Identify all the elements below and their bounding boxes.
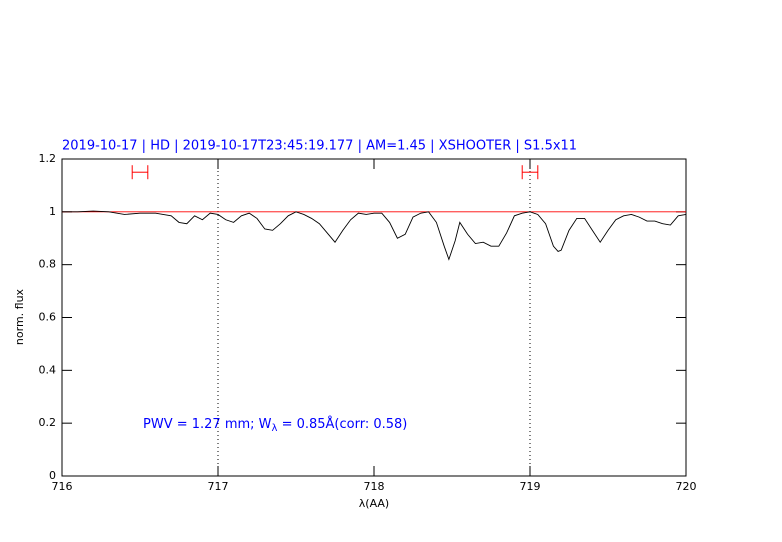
range-marker	[131, 165, 149, 180]
range-marker	[521, 165, 539, 180]
y-tick-label: 0.4	[39, 363, 57, 376]
y-tick-label: 1	[49, 205, 56, 218]
y-tick-label: 1.2	[39, 152, 57, 165]
spectrum-line	[62, 210, 687, 261]
y-tick-label: 0.6	[39, 311, 57, 324]
y-tick-label: 0.8	[39, 258, 57, 271]
annotation-part: λ	[272, 423, 278, 434]
x-tick-label: 719	[520, 480, 541, 493]
x-tick-label: 716	[52, 480, 73, 493]
annotation-part: = 0.85Å(corr: 0.58)	[277, 416, 407, 432]
annotation: PWV = 1.27 mm; Wλ = 0.85Å(corr: 0.58)	[143, 416, 407, 435]
x-tick-label: 718	[364, 480, 385, 493]
y-axis-label: norm. flux	[13, 288, 26, 345]
y-tick-label: 0.2	[39, 416, 57, 429]
y-tick-label: 0	[49, 469, 56, 482]
x-axis-label: λ(AA)	[359, 497, 389, 510]
x-tick-label: 717	[208, 480, 229, 493]
chart-title: 2019-10-17 | HD | 2019-10-17T23:45:19.17…	[62, 139, 577, 154]
x-tick-label: 720	[676, 480, 697, 493]
annotation-part: PWV = 1.27 mm; W	[143, 417, 272, 432]
